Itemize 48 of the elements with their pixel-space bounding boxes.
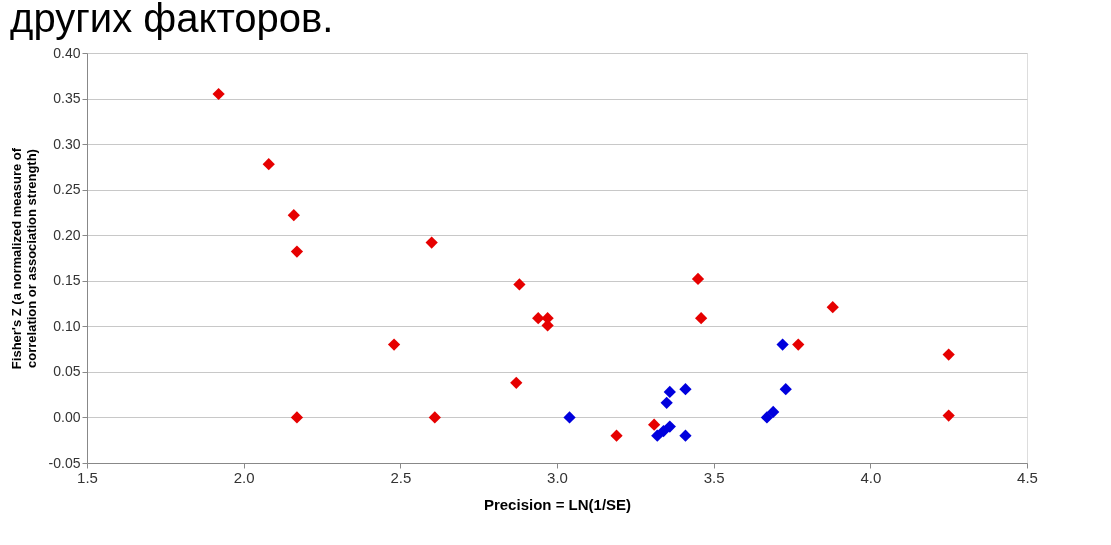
chart-title: других факторов. bbox=[10, 0, 334, 40]
point bbox=[776, 338, 789, 351]
x-tick-label: 3.0 bbox=[547, 468, 568, 486]
point bbox=[563, 411, 576, 424]
point bbox=[679, 383, 692, 396]
point bbox=[610, 429, 623, 442]
x-tick-label: 1.5 bbox=[77, 468, 98, 486]
point bbox=[663, 420, 676, 433]
point bbox=[826, 301, 839, 314]
y-tick-label: 0.10 bbox=[53, 317, 81, 334]
point bbox=[428, 411, 441, 424]
point bbox=[262, 158, 275, 171]
point bbox=[660, 396, 673, 409]
point bbox=[287, 209, 300, 222]
point bbox=[691, 272, 705, 286]
point bbox=[212, 87, 225, 101]
x-tick-label: 3.5 bbox=[703, 468, 725, 486]
y-tick-label: 0.40 bbox=[53, 44, 81, 61]
point bbox=[510, 376, 523, 389]
point bbox=[387, 338, 401, 351]
x-tick-label: 4.5 bbox=[1017, 468, 1038, 486]
point bbox=[779, 383, 792, 396]
x-axis-title: Precision = LN(1/SE) bbox=[483, 495, 632, 513]
point bbox=[513, 278, 526, 291]
point bbox=[760, 411, 774, 424]
point bbox=[663, 385, 676, 399]
point bbox=[767, 405, 780, 419]
y-tick-label: 0.00 bbox=[53, 408, 81, 425]
point bbox=[290, 411, 304, 424]
point bbox=[425, 236, 438, 249]
y-axis-title: Fisher's Z (a normalized measure of correlation or association strength) bbox=[8, 147, 39, 370]
point bbox=[942, 348, 955, 361]
y-tick-label: 0.05 bbox=[53, 363, 81, 380]
point bbox=[942, 409, 955, 422]
x-tick-label: 2.0 bbox=[233, 468, 255, 486]
x-tick-label: 4.0 bbox=[860, 468, 882, 486]
y-tick-label: 0.15 bbox=[53, 272, 81, 289]
x-tick-label: 2.5 bbox=[390, 468, 412, 486]
y-tick-label: 0.35 bbox=[53, 90, 81, 107]
y-tick-label: -0.05 bbox=[48, 454, 81, 471]
point bbox=[695, 312, 708, 325]
y-tick-label: 0.20 bbox=[53, 226, 81, 243]
point bbox=[290, 245, 304, 258]
y-tick-label: 0.30 bbox=[53, 135, 81, 152]
point bbox=[792, 338, 805, 351]
point bbox=[679, 429, 692, 442]
y-tick-label: 0.25 bbox=[53, 181, 81, 198]
point bbox=[648, 418, 661, 431]
